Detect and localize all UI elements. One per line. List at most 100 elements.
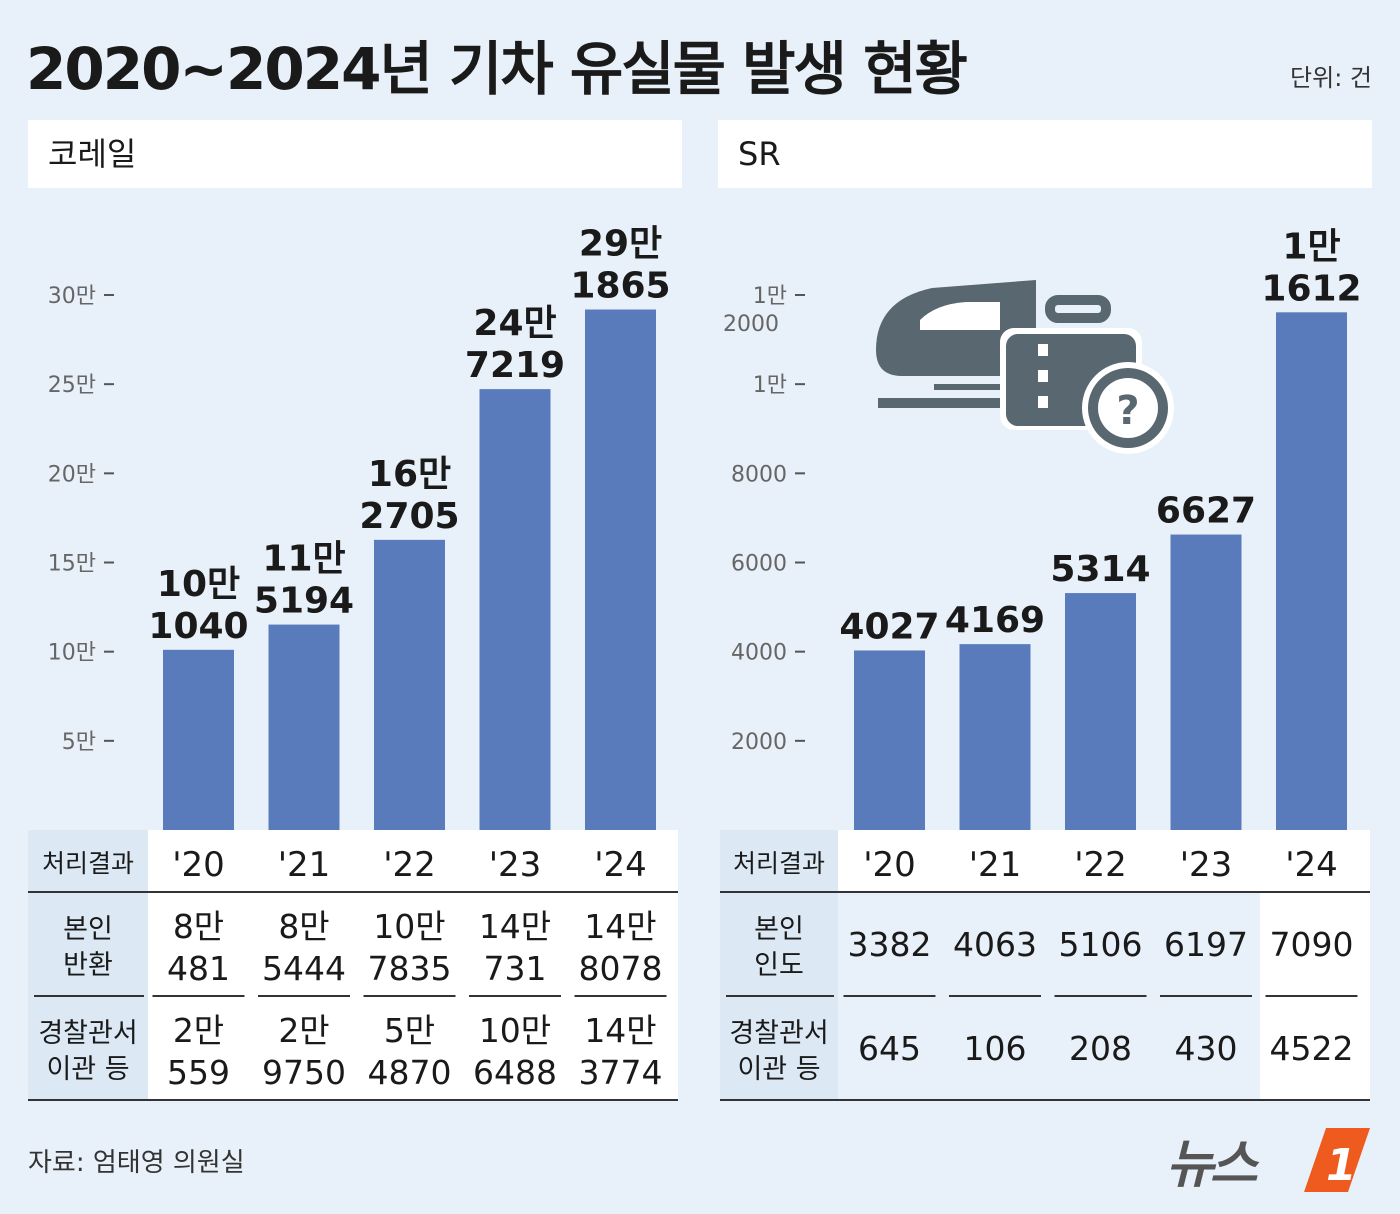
korail-cell-value: 3774 — [579, 1053, 663, 1092]
page-title: 2020~2024년 기차 유실물 발생 현황 — [26, 35, 968, 103]
korail-bar-value-label: 29만 — [579, 224, 662, 265]
sr-ytick-label: 2000 — [723, 312, 779, 337]
korail-cell-value: 2만 — [173, 1011, 224, 1050]
korail-cell-value: 5444 — [262, 949, 346, 988]
korail-category-label: '22 — [383, 845, 436, 885]
sr-row-label: 본인 — [754, 914, 804, 945]
korail-cell-value: 14만 — [479, 907, 551, 946]
sr-category-label: '23 — [1180, 845, 1233, 885]
korail-bar-value-label: 1040 — [148, 606, 248, 647]
korail-bar-value-label: 7219 — [465, 345, 565, 386]
sr-bar — [1276, 312, 1347, 830]
korail-ytick-label: 5만 — [62, 730, 96, 755]
korail-cell-value: 6488 — [473, 1053, 557, 1092]
korail-cell-value: 731 — [484, 949, 547, 988]
news1-logo: 뉴스 1 — [1166, 1128, 1370, 1195]
korail-cell-value: 559 — [167, 1053, 230, 1092]
sr-ytick-label: 2000 — [731, 730, 787, 755]
korail-ytick-label: 25만 — [48, 373, 96, 398]
sr-panel-title: SR — [718, 120, 1372, 188]
sr-ytick-label: 8000 — [731, 462, 787, 487]
svg-text:?: ? — [1116, 388, 1139, 434]
sr-table-header-label: 처리결과 — [733, 849, 825, 878]
sr-row-label: 경찰관서 — [729, 1018, 828, 1049]
sr-cell-value: 7090 — [1270, 925, 1354, 964]
korail-bar — [585, 309, 656, 830]
sr-ytick-label: 1만 — [753, 373, 787, 398]
korail-category-label: '24 — [594, 845, 647, 885]
sr-cell-value: 6197 — [1164, 925, 1248, 964]
korail-cell-value: 7835 — [368, 949, 452, 988]
korail-bar — [163, 649, 234, 830]
korail-panel-title: 코레일 — [28, 120, 682, 188]
sr-ytick-label: 4000 — [731, 641, 787, 666]
train-luggage-question-icon: ? — [876, 280, 1174, 454]
sr-category-label: '22 — [1074, 845, 1127, 885]
korail-cell-value: 8만 — [278, 907, 329, 946]
sr-cell-value: 106 — [964, 1029, 1027, 1068]
korail-cell-value: 5만 — [384, 1011, 435, 1050]
korail-bar — [268, 624, 340, 830]
korail-cell-value: 2만 — [278, 1011, 329, 1050]
korail-ytick-label: 30만 — [48, 284, 96, 309]
korail-cell-value: 4870 — [368, 1053, 452, 1092]
korail-category-label: '20 — [172, 845, 225, 885]
korail-ytick-label: 20만 — [48, 462, 96, 487]
sr-cell-value: 208 — [1069, 1029, 1132, 1068]
sr-bar — [1170, 534, 1242, 830]
sr-cell-value: 430 — [1175, 1029, 1238, 1068]
sr-highlight-col — [1260, 830, 1370, 1100]
sr-chart: 2000 4000 6000 8000 1만 1만 2000 4027 416953146627… — [720, 226, 1370, 1101]
sr-bar-value-label: 1만 — [1282, 226, 1340, 267]
sr-bar — [1065, 593, 1136, 830]
sr-cell-value: 4063 — [953, 925, 1037, 964]
korail-bar-value-label: 5194 — [254, 581, 354, 622]
korail-ytick-label: 15만 — [48, 552, 96, 577]
sr-cell-value: 3382 — [848, 925, 932, 964]
korail-cell-value: 9750 — [262, 1053, 346, 1092]
svg-text:뉴스: 뉴스 — [1166, 1135, 1260, 1195]
svg-text:1: 1 — [1326, 1140, 1357, 1191]
korail-bar — [374, 539, 445, 830]
korail-bar-value-label: 24만 — [473, 303, 556, 344]
korail-cell-value: 10만 — [373, 907, 445, 946]
sr-row-label: 이관 등 — [737, 1054, 820, 1085]
korail-category-label: '21 — [278, 845, 331, 885]
sr-cell-value: 4522 — [1270, 1029, 1354, 1068]
korail-ytick-label: 10만 — [48, 641, 96, 666]
korail-cell-value: 8078 — [579, 949, 663, 988]
unit-label: 단위: 건 — [1290, 64, 1372, 92]
korail-row-label: 반환 — [63, 950, 113, 981]
sr-bar-value-label: 4027 — [839, 606, 939, 647]
sr-category-label: '21 — [969, 845, 1022, 885]
sr-bar — [959, 644, 1031, 830]
sr-bar-value-label: 1612 — [1261, 268, 1361, 309]
sr-bar-value-label: 5314 — [1050, 549, 1150, 590]
sr-bar — [854, 650, 925, 830]
korail-table-header-label: 처리결과 — [42, 849, 134, 878]
sr-category-label: '24 — [1285, 845, 1338, 885]
korail-bar-value-label: 2705 — [359, 496, 459, 537]
korail-cell-value: 8만 — [173, 907, 224, 946]
korail-bar-value-label: 1865 — [570, 266, 670, 307]
korail-bar-value-label: 10만 — [157, 564, 240, 605]
korail-bar-value-label: 11만 — [262, 539, 345, 580]
korail-row-label: 본인 — [63, 914, 113, 945]
korail-cell-value: 14만 — [584, 1011, 656, 1050]
korail-row-label: 경찰관서 — [38, 1018, 137, 1049]
sr-table-label-col — [720, 830, 838, 1100]
source-label: 자료: 엄태영 의원실 — [28, 1148, 245, 1178]
sr-category-label: '20 — [863, 845, 916, 885]
korail-bar — [479, 389, 551, 830]
sr-cell-value: 645 — [858, 1029, 921, 1068]
korail-table-label-col — [28, 830, 148, 1100]
sr-bar-value-label: 4169 — [945, 600, 1045, 641]
korail-bar-value-label: 16만 — [368, 454, 451, 495]
korail-cell-value: 14만 — [584, 907, 656, 946]
korail-cell-value: 481 — [167, 949, 230, 988]
korail-chart: 5만10만15만20만25만30만10만104011만519416만270524… — [28, 224, 678, 1101]
sr-ytick-label: 1만 — [753, 284, 787, 309]
korail-cell-value: 10만 — [479, 1011, 551, 1050]
sr-cell-value: 5106 — [1059, 925, 1143, 964]
